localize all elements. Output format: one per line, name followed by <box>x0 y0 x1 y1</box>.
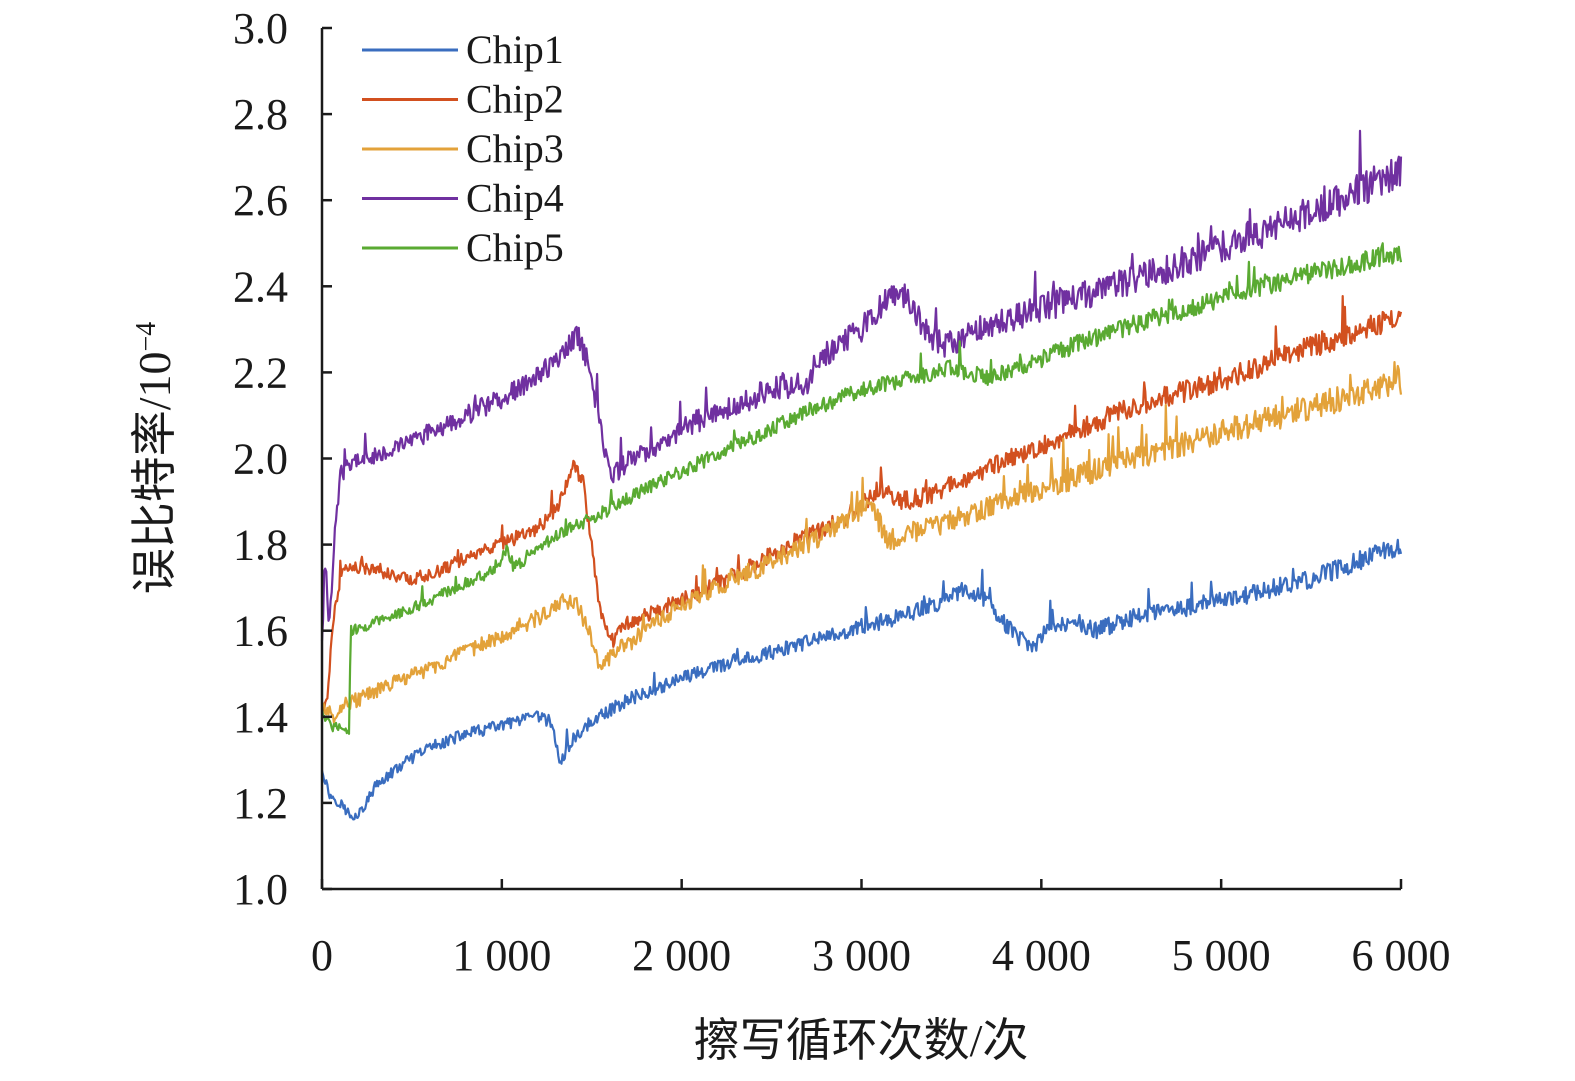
y-tick-label: 2.0 <box>233 435 288 484</box>
legend-label-chip5: Chip5 <box>466 225 564 270</box>
y-tick-label: 2.4 <box>233 262 288 311</box>
x-tick-label: 0 <box>311 931 333 980</box>
y-tick-label: 3.0 <box>233 4 288 53</box>
series-line-chip4 <box>320 129 1403 641</box>
y-axis-title: 误比特率/10−4 <box>129 322 180 595</box>
y-tick-label: 1.8 <box>233 521 288 570</box>
series-line-chip5 <box>320 242 1403 735</box>
legend-label-chip3: Chip3 <box>466 126 564 171</box>
y-tick-label: 1.4 <box>233 693 288 742</box>
x-axis-title: 擦写循环次数/次 <box>694 1015 1029 1066</box>
y-tick-label: 2.6 <box>233 176 288 225</box>
x-tick-label: 3 000 <box>812 931 911 980</box>
legend-label-chip2: Chip2 <box>466 77 564 122</box>
series-line-chip1 <box>320 538 1403 821</box>
y-tick-label: 1.2 <box>233 779 288 828</box>
x-tick-label: 6 000 <box>1352 931 1451 980</box>
y-tick-label: 1.0 <box>233 865 288 914</box>
legend-label-chip1: Chip1 <box>466 27 564 72</box>
series-layer <box>320 129 1403 821</box>
y-tick-label: 2.2 <box>233 348 288 397</box>
x-tick-label: 2 000 <box>632 931 731 980</box>
x-tick-label: 5 000 <box>1172 931 1271 980</box>
ticks-layer: 1.0 1.2 1.4 1.6 1.8 2.0 2.2 2.4 2.6 2.8 3.0 0 1 000 2… <box>233 4 1451 980</box>
y-tick-label: 2.8 <box>233 90 288 139</box>
x-tick-label: 1 000 <box>452 931 551 980</box>
y-axis-title-main: 误比特率/10 <box>129 352 180 595</box>
series-line-chip3 <box>321 361 1403 724</box>
x-tick-label: 4 000 <box>992 931 1091 980</box>
legend-label-chip4: Chip4 <box>466 176 564 221</box>
y-tick-label: 1.6 <box>233 607 288 656</box>
y-axis-title-exponent: −4 <box>131 322 162 352</box>
